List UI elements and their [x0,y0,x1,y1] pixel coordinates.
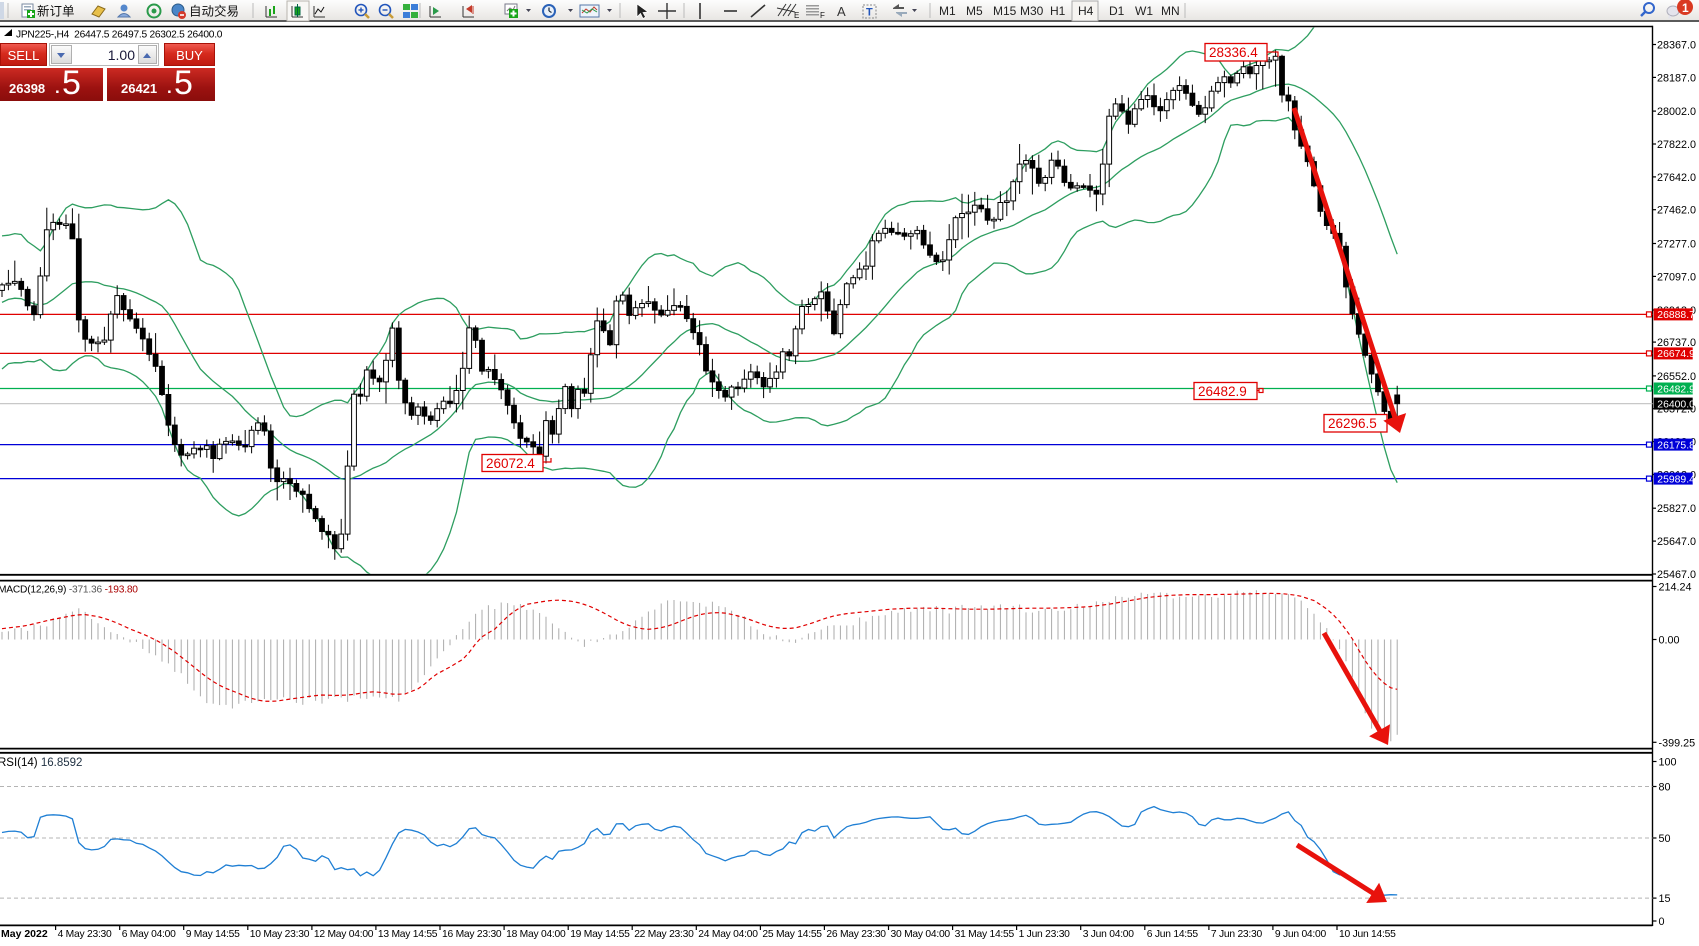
svg-text:T: T [866,7,873,19]
svg-text:27277.0: 27277.0 [1657,239,1696,251]
svg-text:26296.5: 26296.5 [1328,416,1377,431]
svg-text:26 May 23:30: 26 May 23:30 [826,929,886,940]
svg-text:24 May 04:00: 24 May 04:00 [698,929,758,940]
svg-text:28187.0: 28187.0 [1657,72,1696,84]
svg-text:28367.0: 28367.0 [1657,40,1696,52]
svg-text:27097.0: 27097.0 [1657,271,1696,283]
svg-text:18 May 04:00: 18 May 04:00 [506,929,566,940]
svg-text:25827.0: 25827.0 [1657,503,1696,515]
svg-text:26175.8: 26175.8 [1657,440,1695,451]
svg-text:27642.0: 27642.0 [1657,172,1696,184]
svg-text:26482.9: 26482.9 [1198,384,1247,399]
svg-text:26737.0: 26737.0 [1657,337,1696,349]
svg-text:M5: M5 [966,4,983,18]
svg-text:自动交易: 自动交易 [189,4,239,19]
svg-text:9 May 14:55: 9 May 14:55 [186,929,240,940]
svg-text:0.00: 0.00 [1659,635,1680,647]
svg-text:M30: M30 [1020,4,1044,18]
svg-text:26552.0: 26552.0 [1657,371,1696,383]
svg-text:H4: H4 [1078,4,1094,18]
svg-text:27822.0: 27822.0 [1657,139,1696,151]
svg-text:12 May 04:00: 12 May 04:00 [314,929,374,940]
svg-text:25647.0: 25647.0 [1657,536,1696,548]
svg-text:214.24: 214.24 [1659,582,1692,594]
svg-text:1: 1 [1682,1,1689,15]
svg-text:10 May 23:30: 10 May 23:30 [250,929,310,940]
svg-text:新订单: 新订单 [37,4,75,19]
svg-text:E: E [794,11,799,20]
svg-text:4 May 23:30: 4 May 23:30 [58,929,112,940]
svg-text:JPN225-,H4 26447.5 26497.5 26: JPN225-,H4 26447.5 26497.5 26302.5 26400… [16,30,223,41]
svg-text:30 May 04:00: 30 May 04:00 [891,929,951,940]
svg-text:H1: H1 [1050,4,1066,18]
svg-text:26888.7: 26888.7 [1657,310,1695,321]
svg-text:26674.9: 26674.9 [1657,349,1695,360]
svg-text:6 May 04:00: 6 May 04:00 [122,929,176,940]
svg-text:10 Jun 14:55: 10 Jun 14:55 [1339,929,1396,940]
svg-text:25989.4: 25989.4 [1657,474,1695,485]
svg-text:M15: M15 [993,4,1017,18]
svg-text:80: 80 [1659,782,1671,794]
svg-text:RSI(14) 16.8592: RSI(14) 16.8592 [0,757,82,769]
svg-text:26400.0: 26400.0 [1657,399,1695,410]
svg-text:MACD(12,26,9) -371.36 -193.80: MACD(12,26,9) -371.36 -193.80 [0,585,138,596]
svg-text:1 Jun 23:30: 1 Jun 23:30 [1019,929,1071,940]
svg-text:6 Jun 14:55: 6 Jun 14:55 [1147,929,1199,940]
svg-text:26072.4: 26072.4 [486,456,535,471]
svg-text:7 Jun 23:30: 7 Jun 23:30 [1211,929,1263,940]
svg-text:0: 0 [1659,916,1665,928]
svg-text:D1: D1 [1109,4,1125,18]
svg-text:25467.0: 25467.0 [1657,569,1696,581]
svg-text:50: 50 [1659,833,1671,845]
svg-text:28336.4: 28336.4 [1209,45,1258,60]
svg-text:28002.0: 28002.0 [1657,106,1696,118]
svg-text:19 May 14:55: 19 May 14:55 [570,929,630,940]
svg-text:M1: M1 [939,4,956,18]
svg-text:A: A [837,4,846,19]
svg-text:15: 15 [1659,893,1671,905]
svg-text:25 May 14:55: 25 May 14:55 [762,929,822,940]
svg-text:F: F [820,11,825,20]
svg-text:22 May 23:30: 22 May 23:30 [634,929,694,940]
svg-text:MN: MN [1161,4,1180,18]
svg-text:May 2022: May 2022 [1,928,48,940]
svg-text:100: 100 [1659,757,1677,769]
svg-text:27462.0: 27462.0 [1657,205,1696,217]
svg-text:31 May 14:55: 31 May 14:55 [955,929,1015,940]
svg-text:W1: W1 [1135,4,1153,18]
svg-text:13 May 14:55: 13 May 14:55 [378,929,438,940]
svg-text:26482.9: 26482.9 [1657,384,1695,395]
svg-text:-399.25: -399.25 [1659,737,1696,749]
svg-text:9 Jun 04:00: 9 Jun 04:00 [1275,929,1327,940]
svg-text:16 May 23:30: 16 May 23:30 [442,929,502,940]
svg-text:3 Jun 04:00: 3 Jun 04:00 [1083,929,1135,940]
